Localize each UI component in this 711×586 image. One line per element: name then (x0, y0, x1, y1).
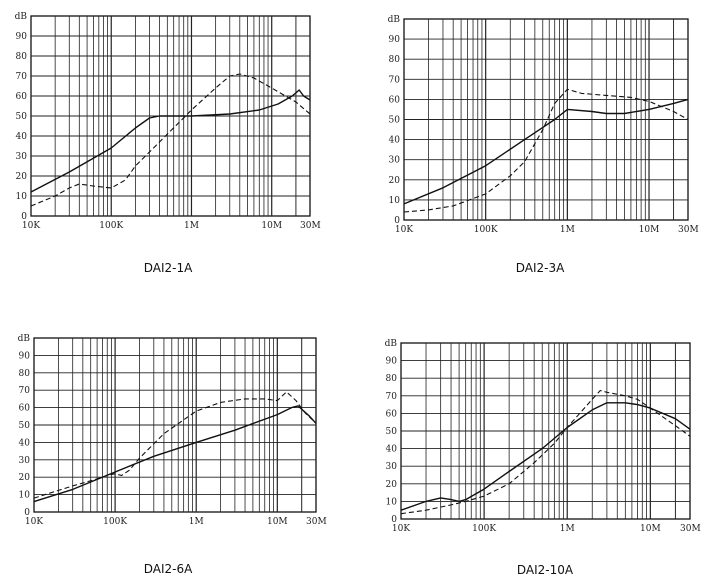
x-tick-label: 10K (392, 524, 410, 534)
x-tick-label: 10M (639, 225, 660, 235)
x-tick-label: 1M (560, 225, 575, 235)
y-tick-label: 70 (19, 386, 31, 396)
series-line-dashed (33, 391, 317, 499)
y-tick-label: 80 (16, 52, 28, 62)
x-tick-label: 30M (300, 221, 321, 231)
x-tick-label: 10M (267, 517, 288, 527)
y-tick-label: 50 (16, 112, 28, 122)
y-tick-label: 0 (21, 212, 27, 222)
chart-title: DAI2-1A (144, 261, 193, 275)
y-tick-label: 90 (19, 351, 31, 361)
y-tick-label: 30 (16, 152, 28, 162)
x-tick-label: 1M (189, 517, 204, 527)
y-tick-label: 60 (19, 404, 31, 414)
chart-4: 0 10 20 30 40 50 60 70 80 90 dB 10K 100K 1M 10M 30M DAI2… (385, 339, 701, 577)
y-tick-label: 10 (389, 196, 401, 206)
chart-3: 0 10 20 30 40 50 60 70 80 90 dB 10K 100K 1M 10M 30M DAI2… (18, 334, 327, 576)
y-tick-label: 30 (386, 462, 398, 472)
y-tick-label: 50 (19, 421, 31, 431)
y-tick-label: dB (388, 15, 401, 25)
series-line-solid (30, 89, 311, 193)
x-tick-label: 10K (395, 225, 413, 235)
y-tick-label: 30 (389, 156, 401, 166)
x-tick-label: 100K (99, 221, 123, 231)
y-tick-label: 10 (16, 192, 28, 202)
series-line-dashed (400, 389, 691, 515)
series-line-solid (400, 402, 691, 511)
y-tick-label: 80 (19, 369, 31, 379)
y-tick-label: 40 (16, 132, 28, 142)
y-tick-label: 20 (19, 473, 31, 483)
x-tick-label: 10M (640, 524, 661, 534)
series-line-dashed (30, 73, 311, 207)
x-tick-label: 30M (678, 225, 699, 235)
y-tick-label: 20 (16, 172, 28, 182)
y-tick-label: dB (385, 339, 398, 349)
y-tick-label: 30 (19, 456, 31, 466)
y-tick-label: 20 (389, 176, 401, 186)
x-tick-label: 10M (261, 221, 282, 231)
x-tick-label: 10K (22, 221, 40, 231)
x-tick-label: 30M (680, 524, 701, 534)
chart-2: 0 10 20 30 40 50 60 70 80 90 dB 10K 100K 1M 10M 30M DAI2… (388, 15, 699, 275)
y-tick-label: dB (15, 12, 28, 22)
y-tick-label: dB (18, 334, 31, 344)
x-tick-label: 100K (103, 517, 127, 527)
y-tick-label: 0 (24, 508, 30, 518)
y-tick-label: 40 (19, 438, 31, 448)
y-tick-label: 10 (19, 491, 31, 501)
y-tick-label: 70 (386, 392, 398, 402)
y-tick-label: 90 (386, 357, 398, 367)
y-tick-label: 20 (386, 480, 398, 490)
y-tick-label: 10 (386, 497, 398, 507)
chart-title: DAI2-6A (144, 562, 193, 576)
y-tick-label: 50 (389, 116, 401, 126)
y-tick-label: 80 (386, 374, 398, 384)
y-tick-label: 60 (16, 92, 28, 102)
x-tick-label: 100K (472, 524, 496, 534)
x-tick-label: 1M (560, 524, 575, 534)
y-tick-label: 60 (386, 409, 398, 419)
y-tick-label: 60 (389, 95, 401, 105)
y-tick-label: 0 (391, 515, 397, 525)
y-tick-label: 50 (386, 427, 398, 437)
y-tick-label: 70 (16, 72, 28, 82)
y-tick-label: 40 (386, 445, 398, 455)
x-tick-label: 30M (306, 517, 327, 527)
y-tick-label: 90 (16, 32, 28, 42)
y-tick-label: 0 (394, 216, 400, 226)
chart-1: 0 10 20 30 40 50 60 70 80 90 dB 10K 100K 1M 10M 30M DAI2… (15, 12, 321, 275)
chart-title: DAI2-10A (517, 563, 574, 577)
x-tick-label: 10K (25, 517, 43, 527)
series-line-solid (403, 98, 689, 205)
y-tick-label: 70 (389, 75, 401, 85)
x-tick-label: 100K (474, 225, 498, 235)
y-tick-label: 80 (389, 55, 401, 65)
series-line-dashed (403, 88, 689, 213)
x-tick-label: 1M (184, 221, 199, 231)
y-tick-label: 40 (389, 136, 401, 146)
chart-title: DAI2-3A (516, 261, 565, 275)
series-line-solid (33, 405, 317, 503)
y-tick-label: 90 (389, 35, 401, 45)
